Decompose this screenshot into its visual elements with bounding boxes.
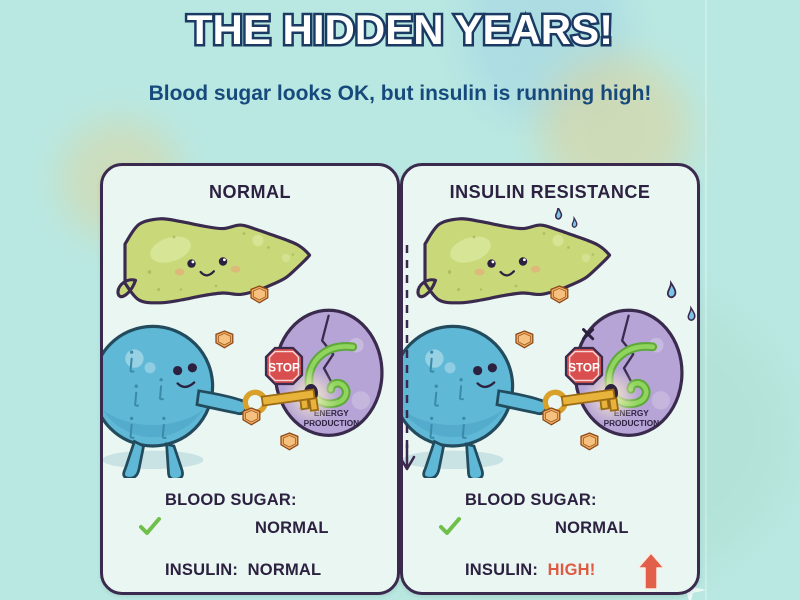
- svg-text:STOP: STOP: [268, 361, 300, 374]
- svg-text:STOP: STOP: [568, 361, 600, 374]
